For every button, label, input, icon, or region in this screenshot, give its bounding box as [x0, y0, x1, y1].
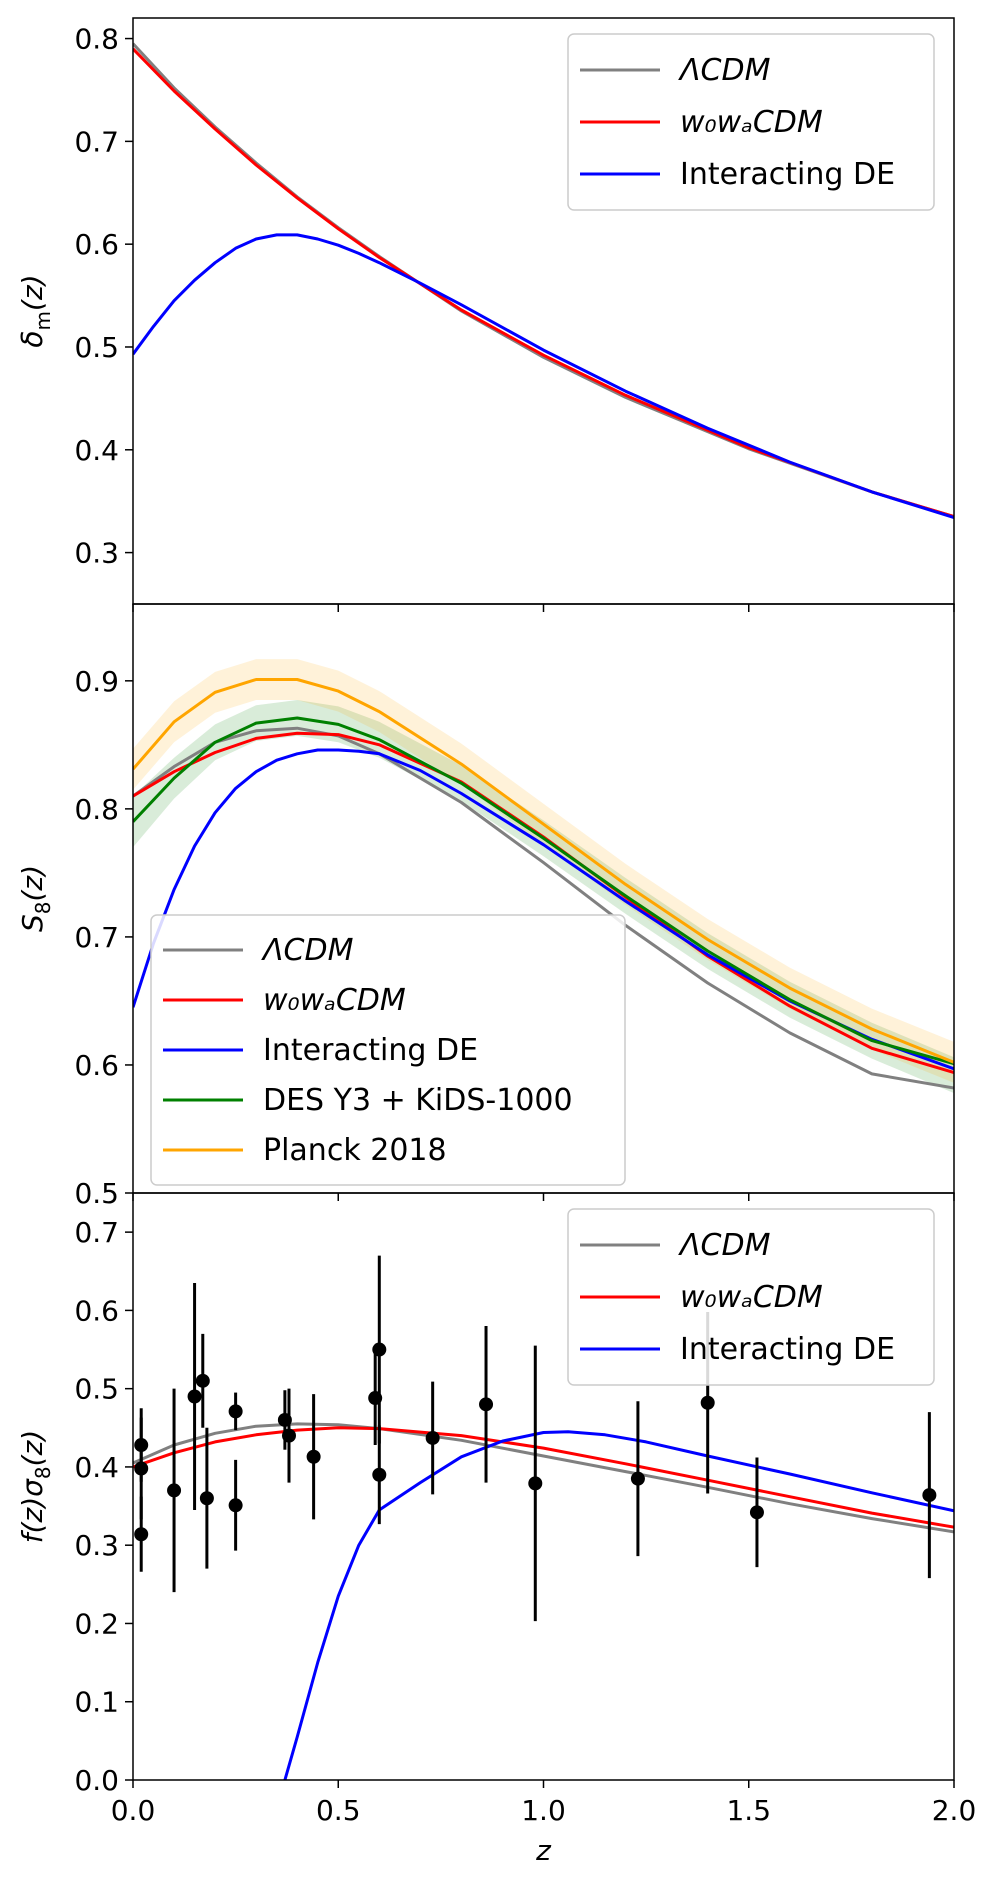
fsigma8-panel: 0.0 0.1 0.2 0.3 0.4 0.5 0.6 0.7 0.0 0.5 1.0 1.5 2.0 f… — [16, 1192, 977, 1867]
s8-legend-label-ide: Interacting DE — [263, 1033, 478, 1068]
fsigma8-ylabel: f(z)σ8(z) — [16, 1430, 55, 1543]
fsigma8-data-point-17 — [528, 1476, 543, 1491]
fsigma8-data-point-21 — [922, 1488, 937, 1503]
fsigma8-xtick-label-2: 1.0 — [521, 1794, 566, 1827]
fsigma8-data-point-4 — [187, 1389, 202, 1404]
delta-m-ytick-label-4: 0.7 — [74, 125, 119, 158]
fsigma8-ytick-label-7: 0.7 — [74, 1216, 119, 1249]
delta-m-line-ide — [133, 233, 954, 520]
fsigma8-data-point-6 — [199, 1491, 214, 1506]
delta-m-legend: ΛCDM w₀wₐCDM Interacting DE — [567, 33, 935, 211]
fsigma8-data-point-15 — [425, 1430, 440, 1445]
delta-m-ytick-label-5: 0.8 — [74, 23, 119, 56]
s8-legend-label-planck: Planck 2018 — [263, 1133, 447, 1168]
fsigma8-line-ide — [283, 1430, 954, 1780]
delta-m-ytick-label-3: 0.6 — [74, 228, 119, 261]
fsigma8-data-point-2 — [134, 1527, 149, 1542]
fsigma8-xlabel: z — [535, 1834, 552, 1867]
fsigma8-ytick-label-3: 0.3 — [74, 1529, 119, 1562]
s8-legend: ΛCDM w₀wₐCDM Interacting DE DES Y3 + KiDS-1… — [150, 914, 626, 1186]
fsigma8-data-point-10 — [281, 1428, 296, 1443]
fsigma8-plot-area — [133, 1255, 954, 1780]
fsigma8-data-point-18 — [630, 1471, 645, 1486]
fsigma8-legend-box — [567, 1208, 935, 1386]
fsigma8-data-point-16 — [479, 1397, 494, 1412]
delta-m-plot-area — [133, 42, 954, 520]
s8-plot-area — [133, 659, 954, 1094]
fsigma8-legend-label-lcdm: ΛCDM — [678, 1228, 771, 1263]
delta-m-ytick-label-2: 0.5 — [74, 331, 119, 364]
s8-ytick-label-3: 0.8 — [74, 793, 119, 826]
fsigma8-data-point-3 — [167, 1483, 182, 1498]
fsigma8-data-point-20 — [749, 1505, 764, 1520]
fsigma8-ytick-label-1: 0.1 — [74, 1686, 119, 1719]
fsigma8-data-point-14 — [372, 1467, 387, 1482]
s8-ytick-label-4: 0.9 — [74, 665, 119, 698]
fsigma8-ytick-label-0: 0.0 — [74, 1764, 119, 1797]
delta-m-legend-box — [567, 33, 935, 211]
s8-legend-box — [150, 914, 626, 1186]
s8-legend-label-w0wa: w₀wₐCDM — [263, 983, 406, 1018]
delta-m-ytick-label-0: 0.3 — [74, 537, 119, 570]
delta-m-legend-label-lcdm: ΛCDM — [678, 53, 771, 88]
fsigma8-data-point-8 — [228, 1498, 243, 1513]
fsigma8-xtick-label-0: 0.0 — [111, 1794, 156, 1827]
delta-m-panel: 0.3 0.4 0.5 0.6 0.7 0.8 δm(z) ΛCDM w₀wₐCDM Intera… — [16, 17, 955, 612]
fsigma8-line-w0wa — [133, 1426, 954, 1529]
fsigma8-legend-label-ide: Interacting DE — [680, 1332, 895, 1367]
fsigma8-xtick-label-3: 1.5 — [726, 1794, 771, 1827]
fsigma8-data-point-13 — [372, 1342, 387, 1357]
s8-line-ide — [133, 748, 954, 1071]
fsigma8-data-point-11 — [306, 1449, 321, 1464]
fsigma8-data-point-19 — [700, 1395, 715, 1410]
s8-line-planck — [133, 678, 954, 1064]
delta-m-legend-label-w0wa: w₀wₐCDM — [680, 105, 823, 140]
fsigma8-xtick-label-4: 2.0 — [932, 1794, 977, 1827]
fsigma8-ytick-label-2: 0.2 — [74, 1607, 119, 1640]
s8-line-des — [133, 716, 954, 1066]
s8-band-des — [133, 700, 954, 1094]
s8-panel: 0.5 0.6 0.7 0.8 0.9 S8(z) ΛCDM w₀wₐCDM Interacti… — [16, 603, 955, 1210]
fsigma8-legend-label-w0wa: w₀wₐCDM — [680, 1280, 823, 1315]
fsigma8-ytick-label-6: 0.6 — [74, 1294, 119, 1327]
delta-m-line-w0wa — [133, 47, 954, 519]
fsigma8-data-point-1 — [134, 1461, 149, 1476]
s8-line-w0wa — [133, 731, 954, 1075]
s8-ytick-label-0: 0.5 — [74, 1177, 119, 1210]
s8-legend-label-des: DES Y3 + KiDS-1000 — [263, 1083, 573, 1118]
s8-ylabel: S8(z) — [16, 865, 55, 932]
fsigma8-ytick-label-4: 0.4 — [74, 1451, 119, 1484]
fsigma8-xtick-label-1: 0.5 — [316, 1794, 361, 1827]
delta-m-ylabel: δm(z) — [16, 274, 55, 347]
s8-ytick-label-2: 0.7 — [74, 921, 119, 954]
fsigma8-ytick-label-5: 0.5 — [74, 1373, 119, 1406]
s8-ytick-label-1: 0.6 — [74, 1049, 119, 1082]
fsigma8-data-point-7 — [228, 1404, 243, 1419]
fsigma8-line-lcdm — [133, 1422, 954, 1534]
s8-legend-label-lcdm: ΛCDM — [261, 933, 354, 968]
delta-m-legend-label-ide: Interacting DE — [680, 157, 895, 192]
delta-m-ytick-label-1: 0.4 — [74, 434, 119, 467]
fsigma8-legend: ΛCDM w₀wₐCDM Interacting DE — [567, 1208, 935, 1386]
fsigma8-data-point-5 — [195, 1373, 210, 1388]
